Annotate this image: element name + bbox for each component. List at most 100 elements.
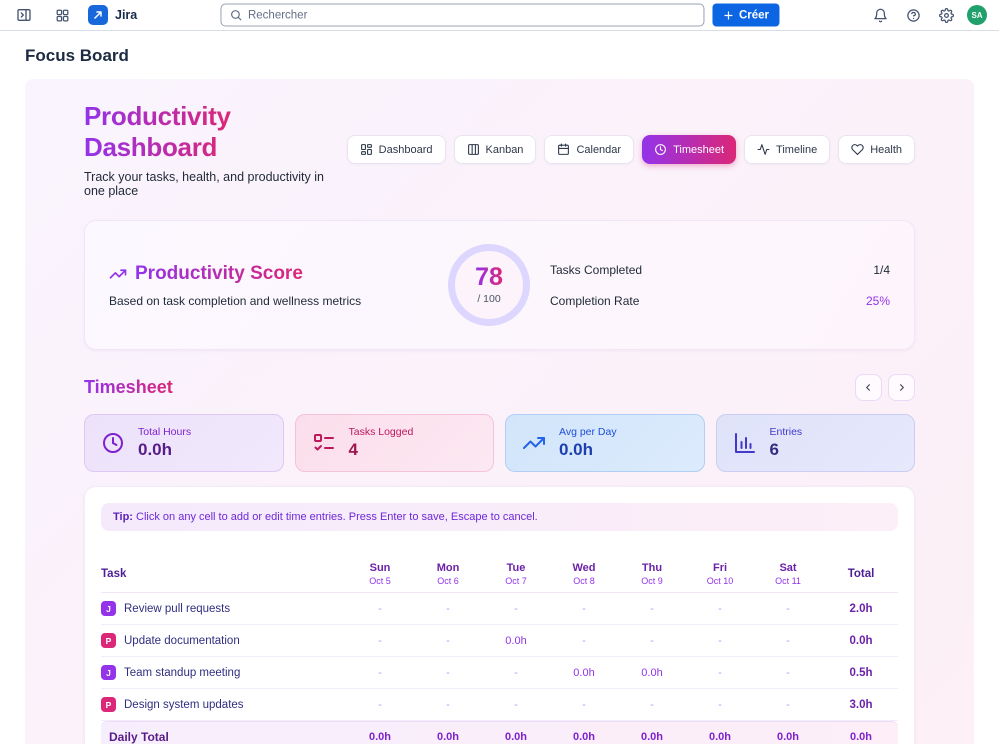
stat-value: 6: [769, 440, 779, 459]
time-cell[interactable]: -: [514, 698, 518, 711]
time-cell[interactable]: -: [650, 602, 654, 615]
help-icon: [906, 8, 921, 23]
project-badge: P: [101, 697, 116, 712]
daily-total-cell: 0.0h: [436, 731, 459, 743]
stat-tasks-logged: Tasks Logged 4: [294, 414, 494, 472]
metric-completion-rate: Completion Rate 25%: [550, 294, 890, 308]
tab-calendar[interactable]: Calendar: [544, 135, 635, 164]
time-cell[interactable]: -: [446, 698, 450, 711]
tip-text: Click on any cell to add or edit time en…: [132, 511, 538, 523]
time-cell[interactable]: -: [718, 698, 722, 711]
bar-chart-icon: [733, 431, 757, 455]
time-cell[interactable]: -: [378, 602, 382, 615]
column-header-day: Wed Oct 8: [572, 561, 596, 586]
search-input[interactable]: [247, 9, 695, 21]
time-cell[interactable]: 0.0h: [505, 634, 527, 647]
task-name: Design system updates: [124, 698, 244, 711]
stat-label: Entries: [769, 426, 803, 438]
checklist-icon: [312, 431, 336, 455]
row-total: 0.0h: [849, 634, 873, 647]
score-card-title: Productivity Score: [135, 262, 303, 284]
time-cell[interactable]: -: [718, 666, 722, 679]
time-cell[interactable]: -: [718, 634, 722, 647]
time-cell[interactable]: -: [650, 634, 654, 647]
sidebar-toggle-button[interactable]: [12, 3, 36, 27]
column-header-day: Sun Oct 5: [369, 561, 391, 586]
time-cell[interactable]: -: [582, 602, 586, 615]
productivity-dashboard-panel: Productivity Dashboard Track your tasks,…: [25, 79, 974, 744]
help-button[interactable]: [901, 3, 925, 27]
time-cell[interactable]: -: [786, 698, 790, 711]
daily-total-cell: 0.0h: [776, 731, 799, 743]
time-cell[interactable]: -: [786, 602, 790, 615]
create-button[interactable]: Créer: [711, 3, 780, 27]
search-icon: [229, 9, 242, 22]
daily-total-cell: 0.0h: [504, 731, 527, 743]
stat-total-hours: Total Hours 0.0h: [84, 414, 284, 472]
score-value: 78: [475, 263, 503, 291]
time-cell[interactable]: -: [650, 698, 654, 711]
tab-label: Health: [870, 143, 902, 156]
create-button-label: Créer: [738, 9, 770, 21]
table-row: P Design system updates - - - - - - - 3.0…: [101, 689, 898, 721]
timesheet-section-title: Timesheet: [84, 377, 173, 397]
page-title: Focus Board: [25, 46, 129, 65]
chevron-left-icon: [863, 382, 874, 393]
time-cell[interactable]: -: [582, 634, 586, 647]
stat-value: 0.0h: [138, 440, 173, 459]
time-cell[interactable]: -: [582, 698, 586, 711]
tab-label: Calendar: [576, 143, 622, 156]
tab-dashboard[interactable]: Dashboard: [346, 135, 446, 164]
app-switcher-button[interactable]: [50, 3, 74, 27]
tab-timesheet[interactable]: Timesheet: [642, 135, 737, 164]
time-cell[interactable]: -: [786, 666, 790, 679]
dashboard-subtitle: Track your tasks, health, and productivi…: [84, 170, 324, 198]
project-badge: J: [101, 601, 116, 616]
time-cell[interactable]: -: [514, 602, 518, 615]
tip-banner: Tip: Click on any cell to add or edit ti…: [101, 503, 898, 531]
next-week-button[interactable]: [888, 374, 915, 401]
view-tabs: Dashboard Kanban Calendar Timesheet Time…: [346, 135, 915, 164]
clock-icon: [101, 431, 125, 455]
column-header-day: Tue Oct 7: [505, 561, 527, 586]
time-cell[interactable]: -: [786, 634, 790, 647]
time-cell[interactable]: -: [446, 666, 450, 679]
table-header-row: Task Sun Oct 5 Mon Oct 6 Tue Oct 7 Wed Oct 8…: [101, 555, 898, 593]
time-cell[interactable]: -: [446, 634, 450, 647]
time-cell[interactable]: 0.0h: [641, 666, 663, 679]
notifications-button[interactable]: [868, 3, 892, 27]
column-header-total: Total: [847, 567, 875, 580]
stat-entries: Entries 6: [715, 414, 915, 472]
user-avatar[interactable]: SA: [967, 5, 987, 25]
previous-week-button[interactable]: [855, 374, 882, 401]
settings-button[interactable]: [934, 3, 958, 27]
time-cell[interactable]: 0.0h: [573, 666, 595, 679]
dashboard-icon: [360, 143, 373, 156]
metric-label: Tasks Completed: [550, 262, 643, 277]
table-row: J Team standup meeting - - - 0.0h 0.0h - …: [101, 657, 898, 689]
top-navigation-bar: Jira Créer: [0, 0, 999, 31]
time-cell[interactable]: -: [378, 666, 382, 679]
tab-label: Dashboard: [378, 143, 433, 156]
column-header-day: Thu Oct 9: [641, 561, 663, 586]
time-cell[interactable]: -: [514, 666, 518, 679]
dashboard-header: Productivity Dashboard Track your tasks,…: [84, 101, 347, 198]
search-bar[interactable]: [219, 3, 704, 27]
tab-kanban[interactable]: Kanban: [453, 135, 537, 164]
time-cell[interactable]: -: [718, 602, 722, 615]
tip-label: Tip:: [113, 511, 133, 523]
time-cell[interactable]: -: [378, 698, 382, 711]
jira-home-link[interactable]: Jira: [88, 5, 137, 25]
tab-timeline[interactable]: Timeline: [744, 135, 831, 164]
apps-grid-icon: [55, 8, 70, 23]
tab-health[interactable]: Health: [838, 135, 915, 164]
task-name: Team standup meeting: [124, 666, 241, 679]
column-header-day: Fri Oct 10: [706, 561, 734, 586]
row-total: 2.0h: [849, 602, 873, 615]
time-cell[interactable]: -: [446, 602, 450, 615]
time-cell[interactable]: -: [378, 634, 382, 647]
clock-icon: [654, 143, 667, 156]
heart-icon: [851, 143, 864, 156]
column-header-day: Sat Oct 11: [775, 561, 801, 586]
daily-total-label: Daily Total: [109, 730, 169, 744]
